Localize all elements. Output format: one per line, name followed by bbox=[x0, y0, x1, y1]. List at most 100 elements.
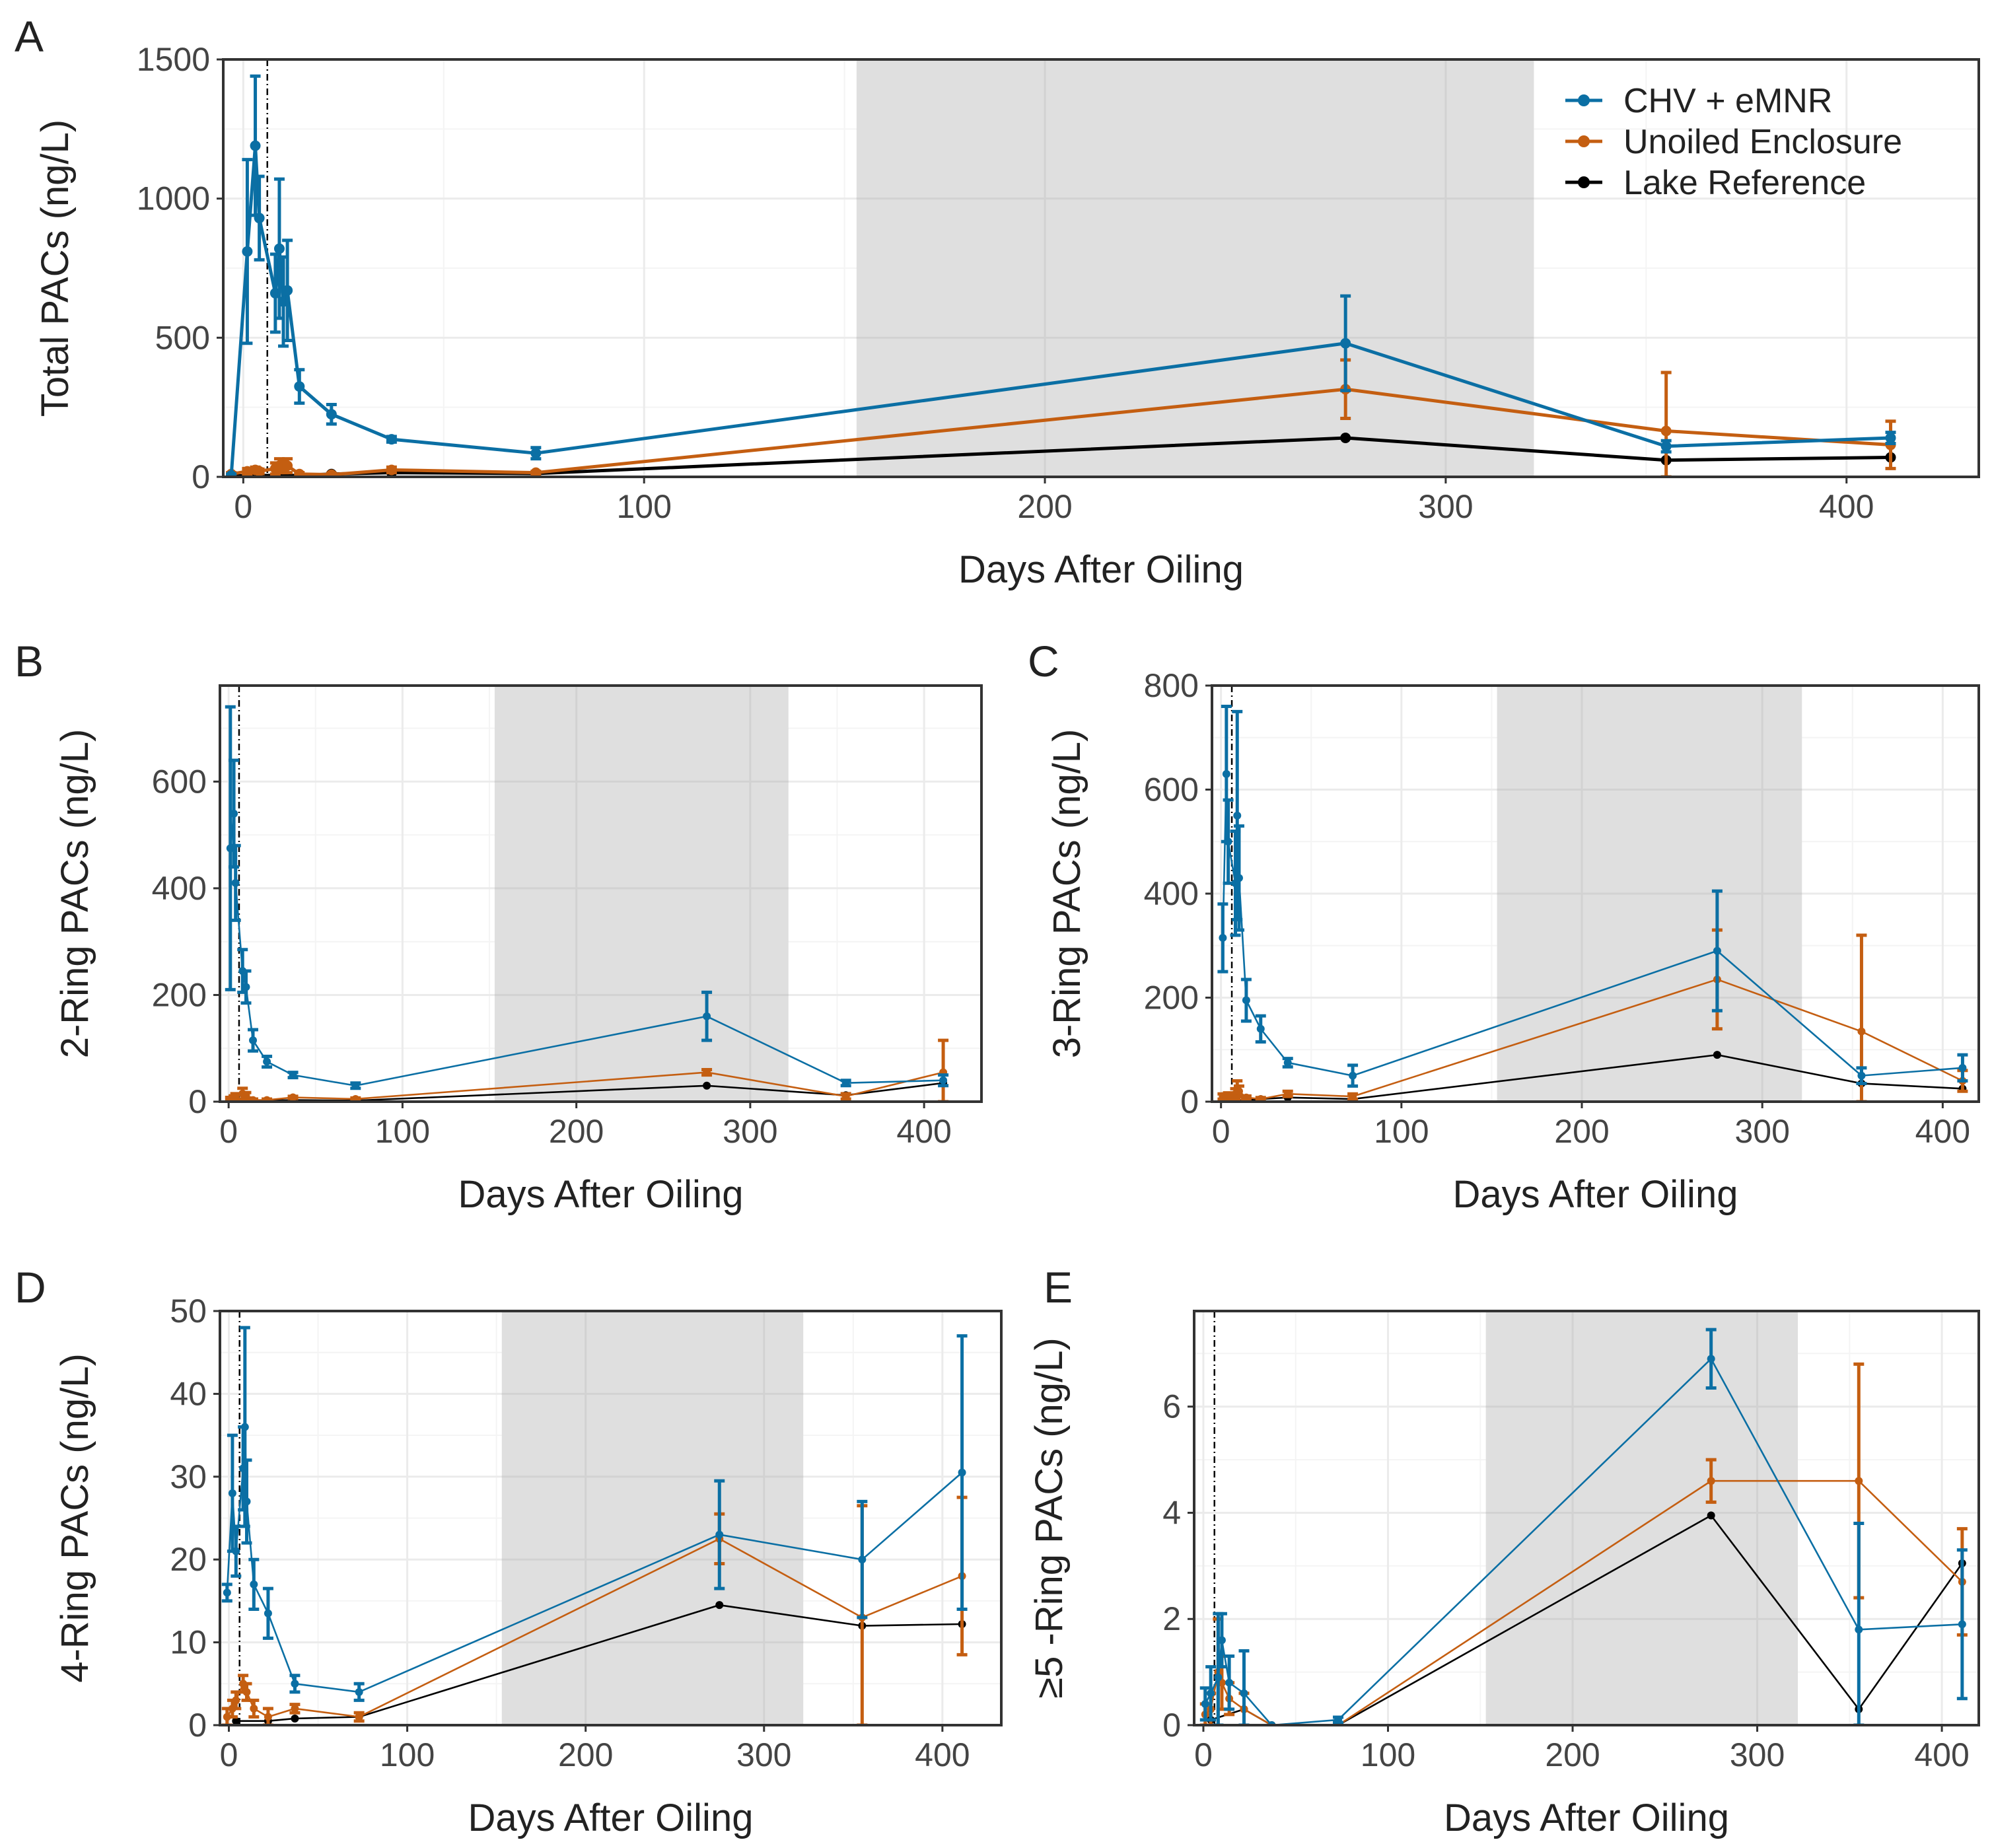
y-tick-label: 500 bbox=[155, 319, 210, 356]
x-tick-label: 100 bbox=[1361, 1736, 1415, 1773]
data-point bbox=[351, 1094, 360, 1102]
x-tick-label: 0 bbox=[234, 488, 252, 525]
data-point bbox=[1233, 811, 1242, 820]
data-point bbox=[223, 1588, 231, 1597]
y-tick-label: 4 bbox=[1162, 1494, 1181, 1531]
data-point bbox=[1224, 837, 1232, 846]
y-tick-label: 1000 bbox=[137, 180, 210, 217]
series-chv-emnr bbox=[225, 705, 949, 1090]
y-tick-label: 50 bbox=[170, 1293, 207, 1330]
y-tick-label: 10 bbox=[170, 1624, 207, 1661]
x-tick-label: 0 bbox=[1194, 1736, 1213, 1773]
x-tick-label: 300 bbox=[736, 1736, 791, 1773]
data-point bbox=[226, 470, 237, 477]
data-point bbox=[703, 1081, 711, 1090]
plot-frame bbox=[1193, 1310, 1980, 1726]
data-point bbox=[1713, 1051, 1721, 1059]
data-point bbox=[715, 1601, 724, 1610]
plot-area-C bbox=[1212, 686, 1979, 1102]
y-tick-label: 2 bbox=[1162, 1600, 1181, 1637]
x-axis-title: Days After Oiling bbox=[458, 1173, 744, 1216]
data-point bbox=[1242, 1093, 1250, 1102]
y-tick-label: 30 bbox=[170, 1458, 207, 1495]
data-point bbox=[1283, 1058, 1292, 1067]
panel-label: B bbox=[15, 637, 44, 686]
error-bar bbox=[1660, 371, 1672, 477]
data-point bbox=[250, 1580, 258, 1588]
data-point bbox=[715, 1530, 724, 1539]
x-tick-label: 200 bbox=[1554, 1113, 1609, 1150]
data-point bbox=[1885, 433, 1896, 444]
data-point bbox=[386, 434, 397, 445]
legend-swatch-point bbox=[1578, 94, 1590, 106]
data-point bbox=[1256, 1024, 1265, 1033]
data-point bbox=[232, 1696, 240, 1705]
x-tick-label: 200 bbox=[549, 1113, 604, 1150]
data-point bbox=[249, 1096, 258, 1102]
x-tick-label: 200 bbox=[558, 1736, 613, 1773]
error-bar bbox=[1238, 1649, 1250, 1725]
data-point bbox=[1660, 425, 1672, 437]
series-chv-emnr bbox=[226, 74, 1896, 477]
data-point bbox=[1855, 1625, 1863, 1634]
data-point bbox=[232, 1717, 240, 1725]
y-axis-title: 3-Ring PACs (ng/L) bbox=[1046, 729, 1088, 1059]
x-axis-title: Days After Oiling bbox=[468, 1796, 754, 1839]
y-tick-label: 600 bbox=[1144, 771, 1199, 808]
y-tick-label: 20 bbox=[170, 1541, 207, 1578]
data-point bbox=[1857, 1071, 1866, 1080]
panel-A: 0 100 200 300 400 0 500 1000 1500 Days After Oili… bbox=[15, 12, 1980, 591]
data-point bbox=[264, 1713, 272, 1721]
y-axis-title: ≥5 -Ring PACs (ng/L) bbox=[1028, 1337, 1071, 1699]
panel-D: 0 100 200 300 400 0 10 20 30 40 50 Days After Oilin… bbox=[15, 1263, 1003, 1839]
data-point bbox=[232, 1547, 240, 1555]
data-point bbox=[1283, 1090, 1292, 1098]
data-point bbox=[351, 1081, 360, 1090]
data-point bbox=[228, 1489, 236, 1497]
y-tick-label: 40 bbox=[170, 1375, 207, 1412]
data-point bbox=[1222, 769, 1230, 778]
x-tick-label: 0 bbox=[220, 1736, 238, 1773]
y-tick-label: 600 bbox=[152, 763, 207, 800]
data-point bbox=[1349, 1071, 1357, 1080]
data-point bbox=[291, 1680, 299, 1688]
data-point bbox=[530, 467, 542, 477]
y-tick-label: 6 bbox=[1162, 1388, 1181, 1425]
data-point bbox=[242, 246, 253, 257]
data-point bbox=[1225, 1678, 1234, 1687]
data-point bbox=[291, 1704, 299, 1713]
y-tick-label: 400 bbox=[152, 870, 207, 907]
data-point bbox=[1855, 1477, 1863, 1485]
data-point bbox=[291, 1714, 299, 1723]
legend-label: Lake Reference bbox=[1623, 164, 1866, 202]
data-point bbox=[1707, 1477, 1715, 1485]
data-point bbox=[1242, 996, 1250, 1005]
data-point bbox=[242, 1497, 251, 1506]
data-point bbox=[230, 809, 238, 818]
data-point bbox=[223, 1713, 231, 1721]
shaded-period bbox=[501, 1311, 804, 1725]
data-point bbox=[264, 1609, 272, 1617]
data-point bbox=[530, 448, 542, 459]
x-tick-label: 300 bbox=[1734, 1113, 1789, 1150]
data-point bbox=[958, 1468, 966, 1477]
x-tick-label: 0 bbox=[219, 1113, 238, 1150]
series-chv-emnr bbox=[1217, 705, 1968, 1088]
data-point bbox=[231, 878, 240, 887]
data-point bbox=[1349, 1092, 1357, 1101]
y-tick-label: 0 bbox=[188, 1707, 207, 1744]
data-point bbox=[1234, 874, 1243, 882]
shaded-period bbox=[1485, 1311, 1798, 1725]
y-tick-label: 0 bbox=[1162, 1707, 1181, 1744]
y-tick-label: 1500 bbox=[137, 41, 210, 78]
data-point bbox=[703, 1068, 711, 1077]
panel-label: C bbox=[1028, 637, 1059, 686]
series-chv-emnr bbox=[221, 1326, 968, 1702]
x-tick-label: 400 bbox=[896, 1113, 951, 1150]
legend-label: CHV + eMNR bbox=[1623, 82, 1832, 120]
x-tick-label: 400 bbox=[1914, 1736, 1969, 1773]
data-point bbox=[263, 1096, 271, 1102]
data-point bbox=[254, 213, 265, 224]
